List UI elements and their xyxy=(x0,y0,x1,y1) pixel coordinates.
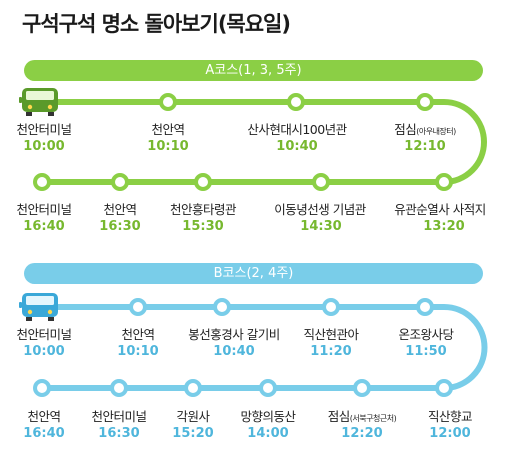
route-b-stops xyxy=(33,298,453,397)
route-b-stop-time: 14:00 xyxy=(247,426,289,441)
route-a-stop-time: 10:00 xyxy=(23,139,65,154)
route-b-stop-dot xyxy=(435,379,453,397)
route-a-stop-dot xyxy=(435,173,453,191)
route-a-stop-dot xyxy=(33,173,51,191)
route-a-stop-dot xyxy=(312,173,330,191)
route-b-stop-time: 12:20 xyxy=(341,426,383,441)
route-a-stop-time: 10:40 xyxy=(276,139,318,154)
route-b-stop-dot xyxy=(353,379,371,397)
route-b-stop-name: 직산현관아 xyxy=(303,327,359,342)
route-a-stop-time: 14:30 xyxy=(300,219,342,234)
route-a-stop-time: 16:40 xyxy=(23,219,65,234)
page-title: 구석구석 명소 돌아보기(목요일) xyxy=(22,12,291,36)
route-b-stop-name: 봉선홍경사 갈기비 xyxy=(188,327,280,342)
route-b-track xyxy=(40,304,488,391)
route-b-stop-name: 각원사 xyxy=(176,409,210,424)
route-a-stop-dot xyxy=(111,173,129,191)
route-b-stop-name: 천안터미널 xyxy=(16,327,72,342)
route-b-stop-time: 10:10 xyxy=(117,344,159,359)
route-b-stop-dot xyxy=(184,379,202,397)
route-b-banner: B코스(2, 4주) xyxy=(24,263,483,284)
bus-icon-route-a xyxy=(19,88,58,116)
route-b-stop-name: 온조왕사당 xyxy=(398,327,454,342)
route-a-stop-dot xyxy=(287,93,305,111)
route-b-stop-name: 천안역 xyxy=(27,409,61,424)
route-a-track xyxy=(40,99,487,185)
bus-icon-route-b xyxy=(19,293,58,321)
route-a-stop-time: 16:30 xyxy=(99,219,141,234)
route-a-stops xyxy=(33,93,453,191)
route-a-stop-dot xyxy=(159,93,177,111)
route-a-stop-name: 이동녕선생 기념관 xyxy=(274,202,366,217)
route-b-stop-dot xyxy=(259,379,277,397)
route-b-stop-dot xyxy=(322,298,340,316)
route-b-stop-name: 직산향교 xyxy=(427,409,473,424)
route-a-banner: A코스(1, 3, 5주) xyxy=(24,60,483,81)
route-b-stop-time: 10:40 xyxy=(213,344,255,359)
route-b-stop-dot xyxy=(33,379,51,397)
route-b-stop-dot xyxy=(213,298,231,316)
route-a-stop-name: 천안역 xyxy=(103,202,137,217)
route-b-stop-name: 천안역 xyxy=(121,327,155,342)
route-b-stop-time: 12:00 xyxy=(429,426,471,441)
route-b-stop-time: 11:50 xyxy=(405,344,447,359)
route-a-stop-time: 13:20 xyxy=(423,219,465,234)
route-a-stop-name: 산사현대시100년관 xyxy=(247,122,347,137)
route-a-stop-name: 천안역 xyxy=(151,122,185,137)
route-a-stop-time: 10:10 xyxy=(147,139,189,154)
route-b-stop-time: 15:20 xyxy=(172,426,214,441)
route-b-stop-name: 천안터미널 xyxy=(91,409,147,424)
route-b-stop-time: 11:20 xyxy=(310,344,352,359)
route-b-stop-time: 16:30 xyxy=(98,426,140,441)
route-a-stop-time: 15:30 xyxy=(182,219,224,234)
route-a-stop-name: 유관순열사 사적지 xyxy=(394,202,486,217)
route-b-stop-dot xyxy=(129,298,147,316)
route-a-stop-name: 천안터미널 xyxy=(16,122,72,137)
route-a-stop-dot xyxy=(194,173,212,191)
route-a-stop-dot xyxy=(416,93,434,111)
route-b-stop-time: 10:00 xyxy=(23,344,65,359)
route-b-stop-name: 점심(서북구청근처) xyxy=(327,409,397,424)
route-b-stop-dot xyxy=(416,298,434,316)
route-a-stop-name: 점심(아우내장터) xyxy=(394,122,456,137)
route-a-stop-time: 12:10 xyxy=(404,139,446,154)
route-b-stop-dot xyxy=(110,379,128,397)
route-b-stop-name: 망향의동산 xyxy=(240,409,296,424)
route-a-stop-name: 천안흥타령관 xyxy=(169,202,237,217)
route-b-stop-time: 16:40 xyxy=(23,426,65,441)
route-a-stop-name: 천안터미널 xyxy=(16,202,72,217)
